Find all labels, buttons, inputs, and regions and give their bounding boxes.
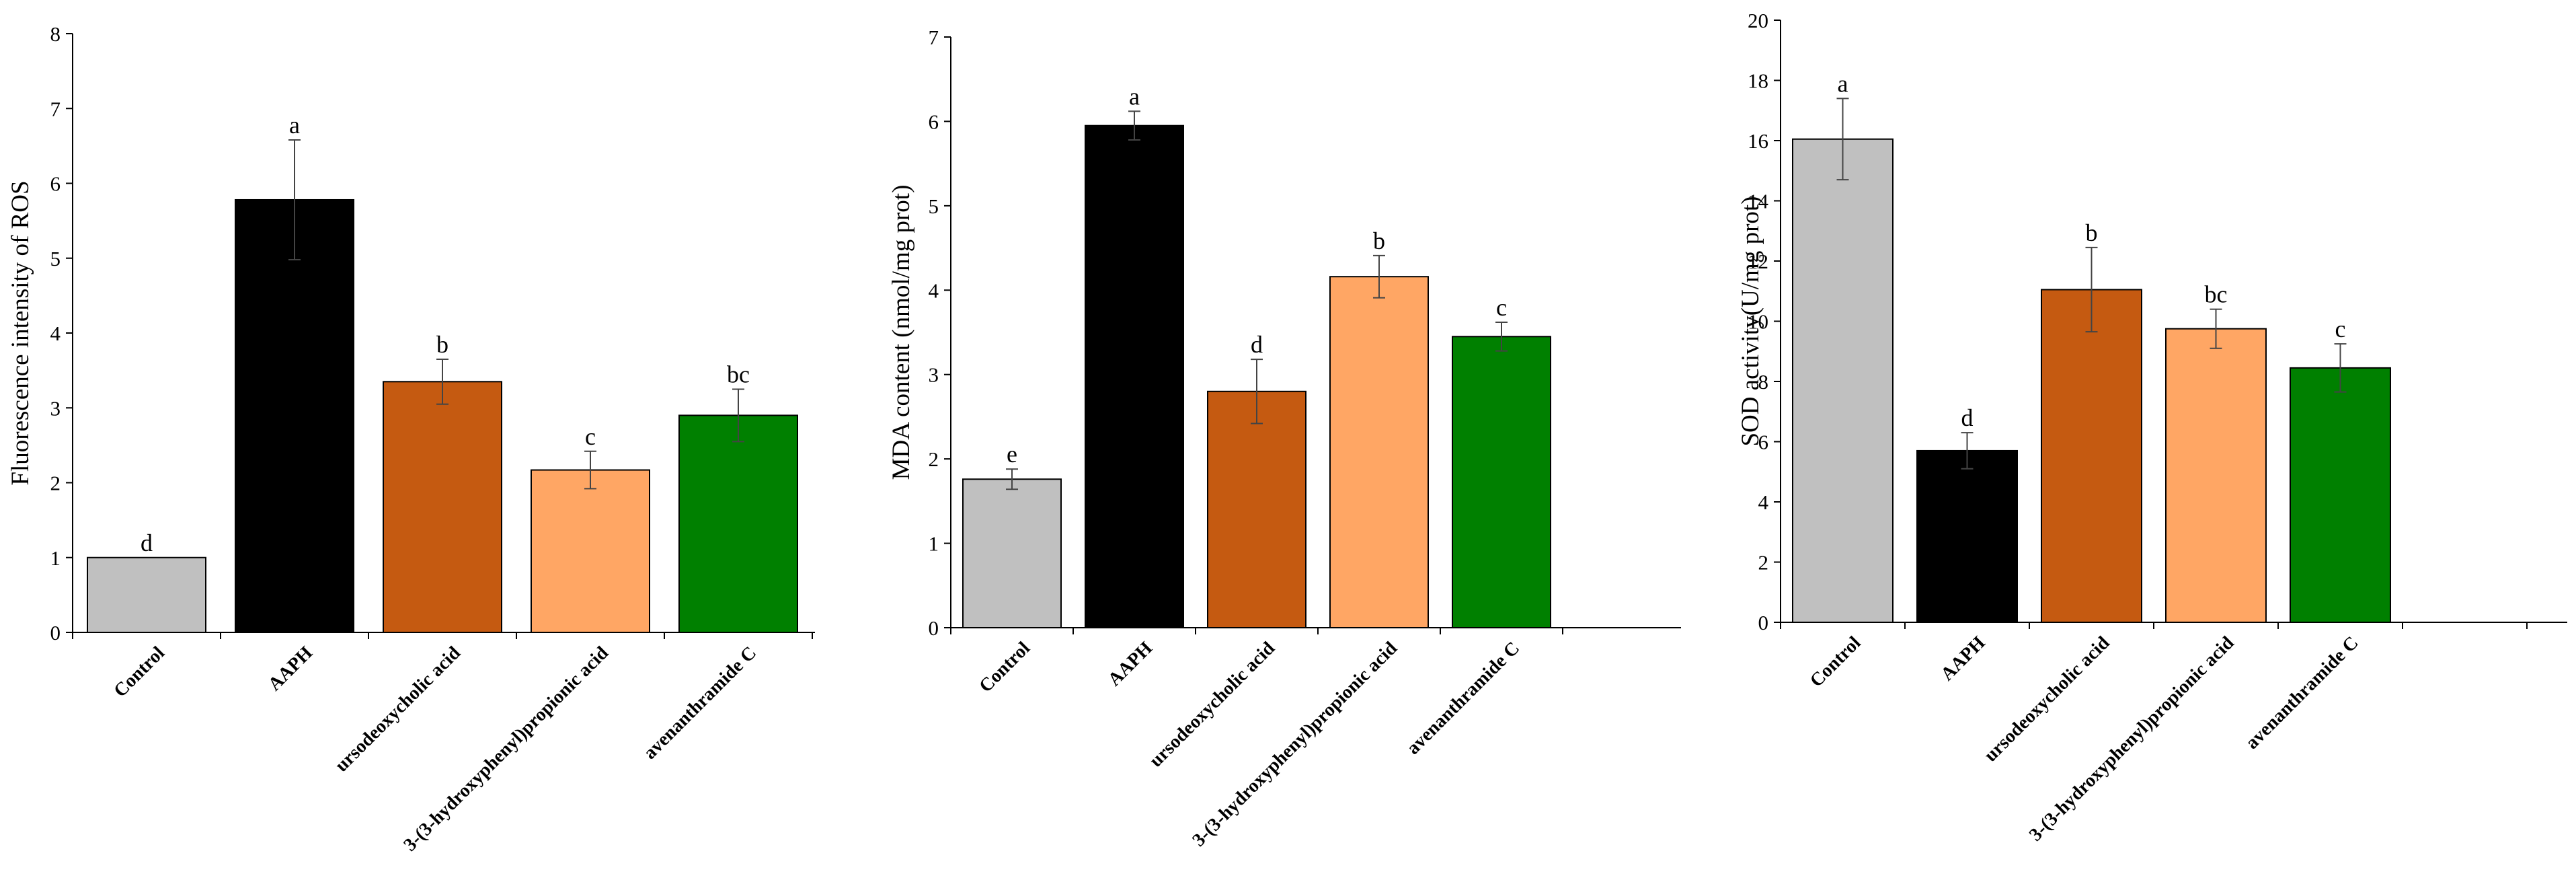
y-tick-label: 0 (1758, 611, 1769, 634)
y-tick-label: 20 (1748, 9, 1768, 32)
x-category-label: avenanthramide C (639, 642, 760, 764)
bar (1329, 276, 1429, 628)
y-tick-label: 3 (50, 396, 61, 420)
y-tick-label: 1 (50, 546, 61, 570)
x-category-label: avenanthramide C (2242, 632, 2363, 754)
significance-letter: b (1373, 227, 1385, 254)
significance-letter: b (2086, 219, 2098, 246)
x-category-label: Control (975, 638, 1034, 697)
bar (1792, 138, 1894, 623)
ros-chart: 0 1 2 3 4 5 6 7 8 Fluorescence intensity of ROS d C… (7, 22, 815, 856)
y-tick-label: 14 (1748, 190, 1769, 213)
y-tick-label: 7 (929, 26, 939, 49)
bar (2290, 367, 2391, 623)
bar (1085, 124, 1184, 628)
significance-letter: c (2335, 316, 2346, 342)
x-category-label: AAPH (1104, 638, 1157, 690)
bar (383, 381, 502, 633)
y-tick-label: 18 (1748, 69, 1768, 93)
y-tick-label: 3 (929, 363, 939, 387)
x-category-label: Control (1806, 632, 1865, 692)
bar (678, 414, 798, 633)
bar (1207, 390, 1306, 628)
y-tick-label: 1 (929, 532, 939, 556)
significance-letter: d (141, 529, 153, 556)
x-category-label: AAPH (1937, 632, 1989, 685)
y-tick-label: 12 (1748, 250, 1768, 273)
y-tick-label: 5 (50, 247, 61, 270)
y-tick-label: 10 (1748, 310, 1768, 334)
bar (87, 556, 206, 633)
mda-chart: 0 1 2 3 4 5 6 7 MDA content (nmol/mg prot) e Contr… (888, 26, 1681, 851)
bar (1916, 449, 2018, 623)
bar (531, 469, 650, 634)
significance-letter: a (1838, 70, 1848, 97)
x-category-label: avenanthramide C (1403, 638, 1524, 759)
x-category-label: AAPH (264, 642, 317, 695)
y-tick-label: 2 (50, 472, 61, 495)
y-tick-label: 0 (929, 616, 939, 640)
x-category-label: ursodeoxycholic acid (1980, 632, 2114, 766)
y-tick-label: 7 (50, 97, 61, 120)
y-tick-label: 5 (929, 194, 939, 218)
y-tick-label: 6 (50, 172, 61, 196)
y-tick-label: 8 (1758, 370, 1769, 394)
significance-letter: b (436, 331, 448, 358)
x-category-label: 3-(3-hydroxyphenyl)propionic acid (1188, 638, 1401, 851)
y-tick-label: 4 (1758, 490, 1769, 514)
significance-letter: a (1129, 83, 1140, 110)
x-category-label: 3-(3-hydroxyphenyl)propionic acid (2025, 632, 2238, 846)
significance-letter: d (1961, 404, 1974, 431)
bar (1452, 336, 1551, 628)
significance-letter: d (1251, 331, 1263, 358)
bar (235, 198, 354, 634)
y-axis-title: MDA content (nmol/mg prot) (888, 185, 915, 480)
significance-letter: bc (2205, 281, 2228, 308)
sod-chart: 0 2 4 6 8 10 12 14 16 18 20 SOD activity(U/mg prot)… (1737, 9, 2567, 846)
y-axis-title: Fluorescence intensity of ROS (7, 180, 34, 485)
significance-letter: a (289, 112, 300, 139)
bar (2165, 328, 2267, 623)
significance-letter: bc (727, 361, 750, 388)
y-tick-label: 4 (929, 279, 939, 302)
significance-letter: c (1496, 294, 1507, 321)
significance-letter: e (1007, 441, 1017, 468)
y-tick-label: 6 (1758, 431, 1769, 454)
y-tick-label: 0 (50, 621, 61, 645)
y-axis-title: SOD activity(U/mg prot) (1737, 196, 1764, 446)
y-tick-label: 2 (929, 447, 939, 471)
x-category-label: Control (110, 642, 169, 702)
significance-letter: c (585, 423, 596, 450)
x-category-label: ursodeoxycholic acid (331, 642, 465, 776)
bar (962, 478, 1062, 629)
x-category-label: ursodeoxycholic acid (1145, 638, 1279, 772)
y-tick-label: 2 (1758, 551, 1769, 575)
y-tick-label: 4 (50, 322, 61, 345)
y-tick-label: 6 (929, 110, 939, 133)
y-tick-label: 8 (50, 22, 61, 46)
y-tick-label: 16 (1748, 129, 1768, 153)
bar (2041, 289, 2142, 623)
